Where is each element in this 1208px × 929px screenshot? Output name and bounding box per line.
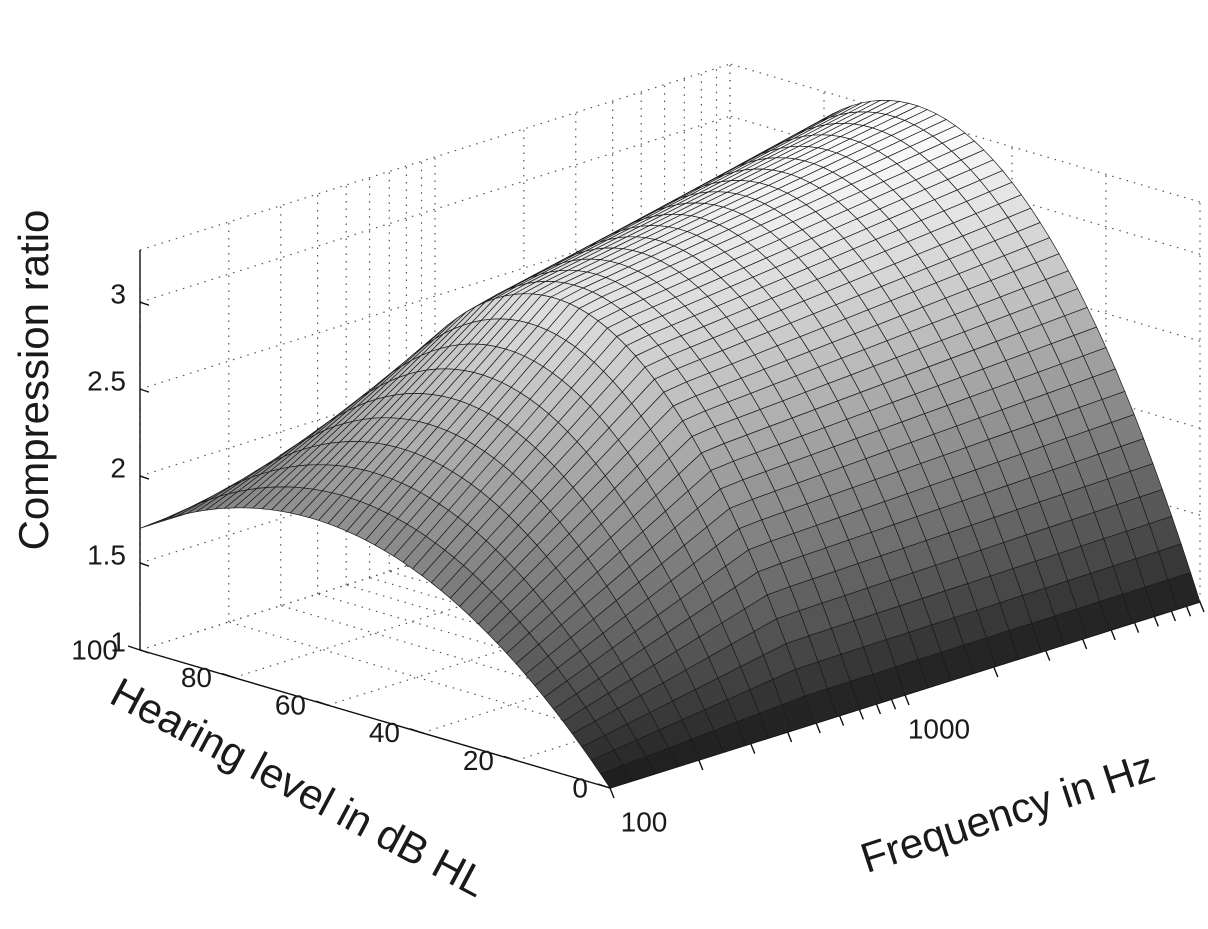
x-tick <box>1199 601 1205 613</box>
x-tick <box>1110 629 1116 641</box>
x-tick <box>698 759 704 771</box>
x-tick <box>1133 622 1140 633</box>
y-axis-line <box>139 649 611 789</box>
y-tick <box>597 783 611 789</box>
y-tick <box>503 755 517 762</box>
x-tick <box>750 743 756 754</box>
x-tick <box>858 709 864 720</box>
x-tick <box>815 722 821 734</box>
y-tick <box>127 645 141 651</box>
z-tick <box>139 475 150 480</box>
y-tick <box>315 700 329 706</box>
y-tick-label: 0 <box>572 772 588 803</box>
x-tick-label: 100 <box>621 806 668 837</box>
compression-surface <box>139 100 1201 789</box>
x-tick <box>904 694 910 706</box>
x-tick <box>609 787 615 799</box>
z-tick-label: 1 <box>110 626 126 657</box>
y-tick-label: 60 <box>275 690 306 721</box>
y-tick-label: 40 <box>369 717 400 748</box>
y-tick-label: 100 <box>71 634 118 665</box>
z-axis-label: Compression ratio <box>10 210 57 551</box>
x-tick <box>1045 650 1051 661</box>
z-tick-label: 2 <box>110 452 126 483</box>
y-tick <box>221 672 235 679</box>
x-tick <box>786 731 793 743</box>
x-tick <box>993 666 999 678</box>
tick-labels: 1 1.5 2 2.5 3 0 20 40 60 80 100 100 1000 <box>71 279 1205 837</box>
z-tick-label: 2.5 <box>87 366 126 397</box>
y-tick <box>409 728 423 734</box>
x-tick <box>1185 605 1192 617</box>
z-tick <box>139 649 150 654</box>
x-tick <box>875 703 882 715</box>
x-tick <box>838 715 845 726</box>
x-axis-label: Frequency in Hz <box>855 743 1160 882</box>
x-tick <box>1081 638 1088 650</box>
x-tick <box>1170 610 1177 622</box>
z-tick <box>139 388 150 393</box>
z-tick-label: 3 <box>110 279 126 310</box>
surface-patch <box>600 764 634 789</box>
z-tick <box>139 301 150 306</box>
x-tick <box>1153 616 1159 627</box>
z-tick-label: 1.5 <box>87 539 126 570</box>
x-tick <box>890 698 897 710</box>
y-tick-label: 80 <box>181 662 212 693</box>
x-tick-label: 1000 <box>908 713 970 744</box>
y-tick-label: 20 <box>463 745 494 776</box>
z-tick <box>139 562 150 567</box>
